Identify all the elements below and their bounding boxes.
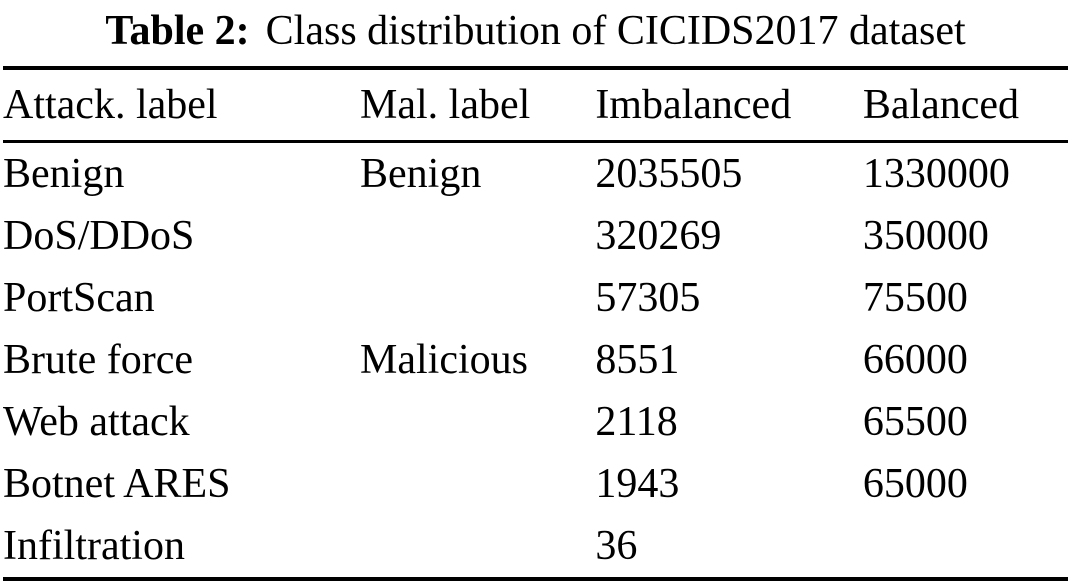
table-cell: 36 bbox=[595, 523, 638, 569]
table-cell: 75500 bbox=[862, 275, 968, 321]
table-body: Benign Benign 2035505 1330000 DoS/DDoS 3… bbox=[3, 142, 1068, 580]
table-cell bbox=[360, 267, 595, 329]
table-cell: Brute force bbox=[3, 337, 194, 383]
table-cell bbox=[360, 391, 595, 453]
table-cell: 2035505 bbox=[595, 151, 743, 197]
header-balanced: Balanced bbox=[862, 82, 1020, 128]
table-caption: Table 2: Class distribution of CICIDS2017… bbox=[0, 0, 1071, 58]
table-cell: 65000 bbox=[862, 461, 968, 507]
header-mal-label: Mal. label bbox=[360, 82, 531, 128]
table-cell: DoS/DDoS bbox=[3, 213, 195, 259]
table-cell bbox=[863, 515, 1068, 579]
header-attack-label: Attack. label bbox=[3, 82, 218, 128]
table-cell: Botnet ARES bbox=[3, 461, 231, 507]
table-cell bbox=[360, 205, 595, 267]
table-cell: 1330000 bbox=[862, 151, 1010, 197]
table-cell: Infiltration bbox=[3, 523, 185, 569]
table-cell: 66000 bbox=[862, 337, 968, 383]
table-cell bbox=[360, 453, 595, 515]
table-cell: Benign bbox=[3, 151, 125, 197]
class-distribution-table: Attack. label Mal. label Imbalanced Bala… bbox=[3, 66, 1068, 581]
table-cell: PortScan bbox=[3, 275, 155, 321]
table-header: Attack. label Mal. label Imbalanced Bala… bbox=[3, 68, 1068, 142]
table-caption-text: Class distribution of CICIDS2017 dataset bbox=[265, 8, 966, 54]
table-cell: Benign bbox=[360, 151, 482, 197]
table-cell bbox=[360, 515, 595, 579]
table-cell: 8551 bbox=[595, 337, 680, 383]
table-row: DoS/DDoS 320269 350000 bbox=[3, 205, 1068, 267]
table-caption-label: Table 2: bbox=[105, 8, 250, 54]
table-row: Web attack 2118 65500 bbox=[3, 391, 1068, 453]
header-imbalanced: Imbalanced bbox=[595, 82, 792, 128]
table-cell: Malicious bbox=[360, 337, 528, 383]
table-cell: 65500 bbox=[862, 399, 968, 445]
table-row: Botnet ARES 1943 65000 bbox=[3, 453, 1068, 515]
table-row: Brute force Malicious 8551 66000 bbox=[3, 329, 1068, 391]
table-row: Benign Benign 2035505 1330000 bbox=[3, 142, 1068, 206]
table-cell: Web attack bbox=[3, 399, 190, 445]
table-cell: 1943 bbox=[595, 461, 680, 507]
table-row: Infiltration 36 bbox=[3, 515, 1068, 579]
table-row: PortScan 57305 75500 bbox=[3, 267, 1068, 329]
table-cell: 320269 bbox=[595, 213, 722, 259]
table-cell: 2118 bbox=[595, 399, 678, 445]
table-header-row: Attack. label Mal. label Imbalanced Bala… bbox=[3, 68, 1068, 142]
table-cell: 57305 bbox=[595, 275, 701, 321]
table-cell: 350000 bbox=[862, 213, 989, 259]
